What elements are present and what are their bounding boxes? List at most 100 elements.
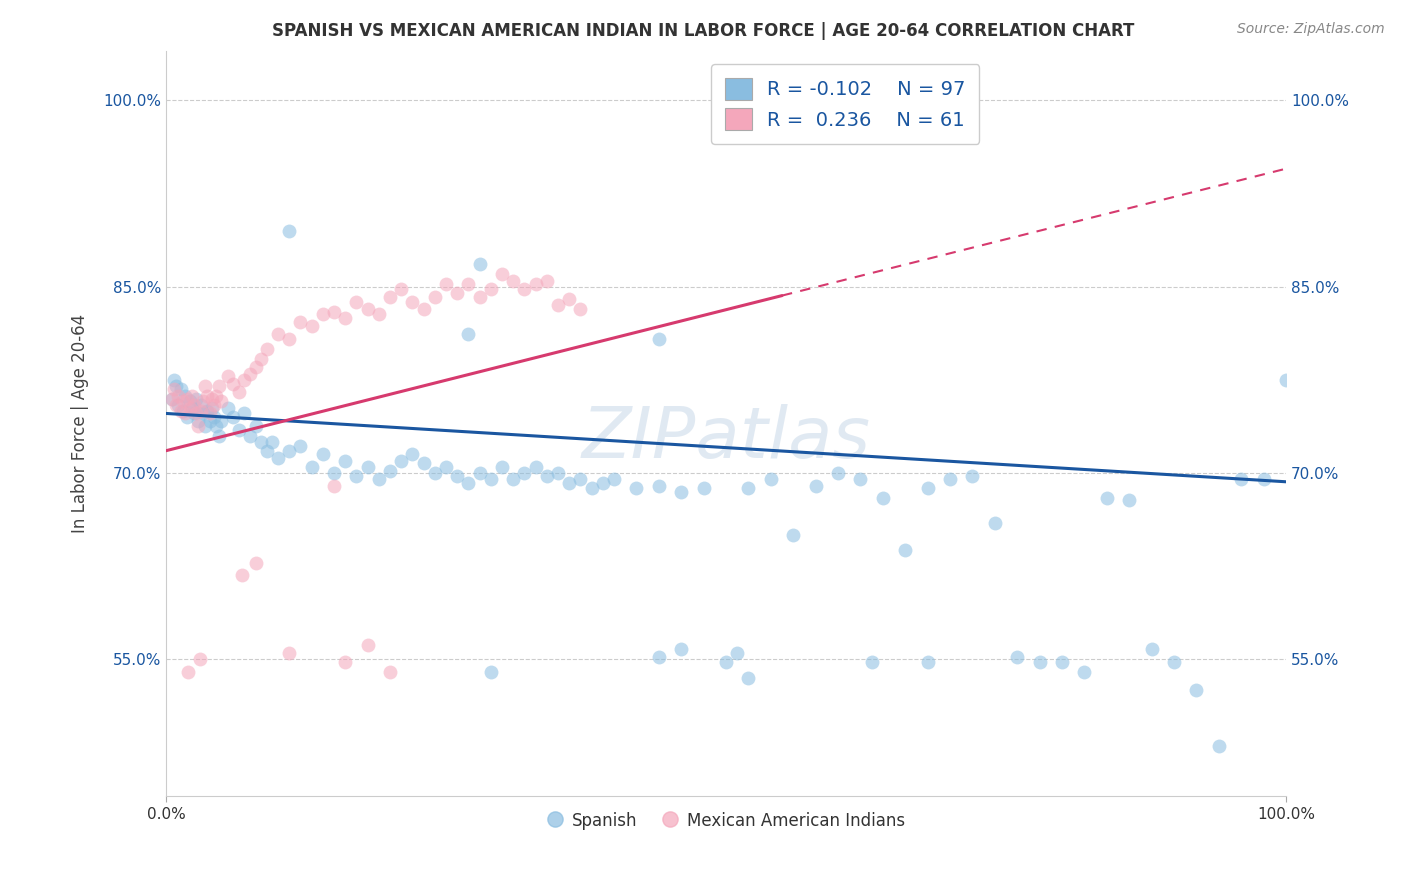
Point — [457, 277, 479, 292]
Point — [569, 472, 592, 486]
Point — [894, 543, 917, 558]
Point — [872, 491, 894, 505]
Point — [401, 294, 423, 309]
Point — [457, 475, 479, 490]
Point — [692, 481, 714, 495]
Point — [725, 646, 748, 660]
Point — [167, 398, 190, 412]
Point — [201, 392, 224, 406]
Point — [312, 307, 335, 321]
Point — [356, 638, 378, 652]
Point — [1073, 665, 1095, 679]
Point — [457, 326, 479, 341]
Point — [737, 671, 759, 685]
Point — [389, 282, 412, 296]
Text: SPANISH VS MEXICAN AMERICAN INDIAN IN LABOR FORCE | AGE 20-64 CORRELATION CHART: SPANISH VS MEXICAN AMERICAN INDIAN IN LA… — [271, 22, 1135, 40]
Point — [849, 472, 872, 486]
Point — [186, 407, 208, 421]
Point — [423, 290, 446, 304]
Point — [172, 404, 194, 418]
Point — [233, 407, 256, 421]
Point — [278, 224, 301, 238]
Point — [378, 464, 401, 478]
Point — [228, 423, 250, 437]
Point — [524, 459, 547, 474]
Point — [172, 394, 194, 409]
Point — [389, 453, 412, 467]
Point — [187, 414, 209, 428]
Point — [479, 472, 502, 486]
Point — [262, 435, 284, 450]
Point — [205, 418, 228, 433]
Point — [502, 472, 524, 486]
Point — [165, 398, 187, 412]
Point — [228, 385, 250, 400]
Point — [1028, 655, 1050, 669]
Point — [1140, 642, 1163, 657]
Point — [278, 332, 301, 346]
Point — [1095, 491, 1118, 505]
Point — [412, 302, 434, 317]
Point — [290, 314, 312, 328]
Point — [160, 392, 183, 406]
Point — [278, 443, 301, 458]
Point — [239, 429, 262, 443]
Point — [169, 404, 191, 418]
Point — [198, 414, 221, 428]
Point — [198, 407, 221, 421]
Point — [1208, 739, 1230, 754]
Point — [569, 302, 592, 317]
Point — [367, 307, 389, 321]
Point — [197, 404, 219, 418]
Point — [180, 401, 202, 416]
Point — [648, 332, 671, 346]
Point — [163, 373, 186, 387]
Point — [581, 481, 603, 495]
Point — [174, 389, 197, 403]
Point — [256, 443, 278, 458]
Point — [356, 302, 378, 317]
Point — [917, 481, 939, 495]
Point — [202, 398, 225, 412]
Point — [479, 282, 502, 296]
Point — [782, 528, 804, 542]
Point — [1253, 472, 1275, 486]
Point — [176, 410, 198, 425]
Point — [344, 294, 367, 309]
Point — [245, 418, 267, 433]
Point — [626, 481, 648, 495]
Point — [191, 407, 214, 421]
Point — [174, 407, 197, 421]
Point — [1185, 683, 1208, 698]
Point — [434, 277, 457, 292]
Point — [335, 655, 357, 669]
Point — [190, 404, 212, 418]
Point — [1275, 373, 1298, 387]
Point — [335, 310, 357, 325]
Point — [191, 394, 214, 409]
Point — [1050, 655, 1073, 669]
Point — [536, 273, 558, 287]
Point — [267, 326, 290, 341]
Point — [592, 475, 614, 490]
Point — [167, 389, 190, 403]
Point — [536, 468, 558, 483]
Point — [984, 516, 1007, 530]
Point — [323, 478, 346, 492]
Point — [1118, 493, 1140, 508]
Point — [194, 418, 217, 433]
Point — [245, 556, 267, 570]
Point — [378, 290, 401, 304]
Point — [547, 298, 569, 312]
Point — [183, 407, 205, 421]
Point — [1163, 655, 1185, 669]
Point — [367, 472, 389, 486]
Point — [245, 360, 267, 375]
Point — [323, 304, 346, 318]
Point — [217, 369, 239, 384]
Point — [186, 392, 208, 406]
Point — [222, 376, 245, 391]
Point — [179, 394, 201, 409]
Point — [190, 398, 212, 412]
Point — [603, 472, 626, 486]
